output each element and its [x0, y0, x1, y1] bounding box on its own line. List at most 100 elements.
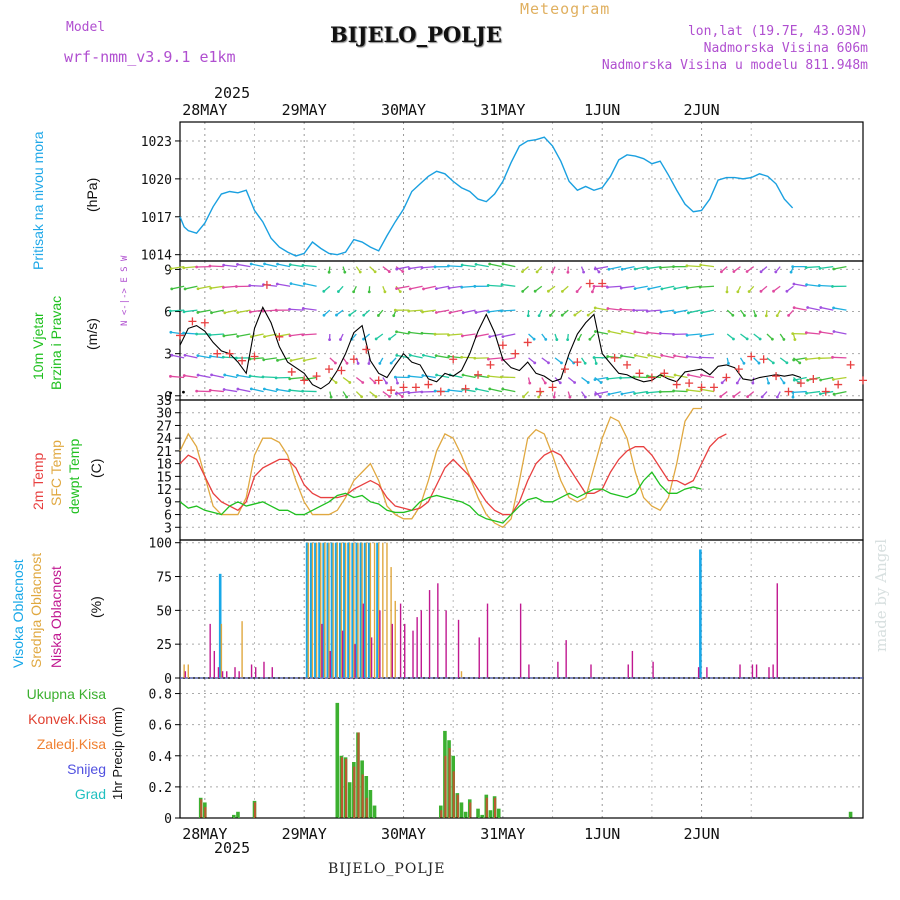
dewpt-line	[179, 471, 702, 524]
y-tick-label: 9	[164, 496, 172, 511]
wind-arrow	[303, 307, 317, 311]
wind-arrow-head	[360, 395, 364, 399]
wind-arrow-head	[819, 306, 823, 309]
wind-arrow-head	[249, 387, 253, 391]
cloud-bar	[528, 664, 530, 678]
wind-arrow	[461, 285, 476, 288]
wind-arrow-head	[447, 354, 451, 358]
cloud-bar	[321, 623, 323, 678]
wind-arrow-head	[501, 262, 505, 266]
wind-arrow-head	[673, 373, 677, 377]
wind-arrow	[608, 390, 622, 395]
wind-arrow-head	[785, 289, 789, 293]
wind-arrow-head	[447, 333, 450, 337]
wind-arrow-head	[673, 354, 676, 358]
y-tick-label: 0.4	[149, 750, 173, 765]
cloud-bar	[344, 542, 347, 678]
wind-arrow-head	[362, 337, 365, 341]
gust-marker	[585, 279, 594, 288]
wind-arrow-head	[560, 361, 563, 365]
wind-arrow-head	[261, 375, 265, 379]
wind-arrow-head	[487, 310, 491, 314]
gust-marker	[523, 338, 532, 347]
temp2m-line	[179, 433, 727, 516]
wind-arrow-head	[460, 355, 464, 359]
wind-arrow	[673, 390, 688, 393]
wind-arrow	[436, 355, 450, 359]
wind-arrow	[820, 306, 834, 311]
wind-arrow-head	[236, 387, 240, 391]
cloud-bar	[363, 542, 367, 678]
gust-marker	[325, 365, 334, 374]
y-tick-label: 6	[164, 509, 172, 524]
wind-arrow	[687, 285, 701, 289]
wind-arrow-head	[396, 381, 399, 385]
wind-arrow-head	[806, 378, 810, 382]
wind-arrow-head	[209, 354, 212, 358]
wind-arrow-head	[329, 395, 333, 399]
cloud-bar	[652, 661, 654, 678]
wind-arrow-head	[535, 270, 539, 274]
cloud-bar	[486, 603, 489, 678]
wind-arrow	[423, 285, 436, 290]
wind-arrow-head	[727, 362, 730, 365]
y-tick-label: 0.8	[149, 688, 172, 703]
wind-arrow-head	[488, 262, 492, 266]
gust-marker	[176, 331, 184, 340]
wind-arrow-head	[831, 378, 835, 381]
wind-arrow-head	[209, 286, 213, 290]
wind-arrow	[502, 333, 516, 338]
wind-arrow	[210, 333, 224, 336]
total-precip-bar	[232, 814, 236, 818]
wind-arrow	[806, 357, 821, 360]
wind-arrow-head	[420, 266, 424, 270]
cloud-bar	[183, 664, 185, 678]
wind-arrow-head	[735, 381, 739, 385]
wind-arrow-head	[719, 395, 723, 398]
wind-arrow-head	[288, 334, 292, 338]
y-tick-label: 0	[164, 812, 172, 827]
cloud-bar	[271, 667, 273, 678]
wind-arrow-head	[288, 377, 292, 381]
gust-marker	[846, 360, 855, 369]
wind-arrow	[251, 263, 264, 268]
wind-arrow-head	[334, 361, 337, 365]
cloud-bar	[226, 671, 228, 678]
wind-arrow-head	[236, 373, 239, 377]
cloud-bar	[209, 623, 211, 678]
wind-arrow	[688, 309, 701, 314]
wind-arrow	[210, 389, 224, 393]
wind-arrow	[820, 376, 834, 381]
wind-arrow	[807, 306, 821, 311]
wind-arrow-head	[782, 338, 786, 341]
gust-marker	[834, 380, 843, 389]
wind-arrow	[289, 308, 304, 311]
cloud-bar	[329, 650, 331, 678]
wind-arrow	[833, 376, 847, 381]
total-precip-bar	[236, 811, 240, 818]
wind-arrow	[409, 265, 423, 270]
cloud-bar	[627, 664, 629, 678]
wind-arrow-head	[720, 270, 723, 274]
cloud-bar	[351, 542, 354, 678]
wind-arrow-head	[223, 373, 227, 377]
wind-arrow-head	[169, 267, 173, 271]
wind-arrow-head	[583, 395, 587, 399]
wind-arrow	[688, 374, 701, 379]
wind-arrow	[170, 309, 185, 312]
gust-marker	[709, 383, 718, 392]
total-precip-bar	[368, 790, 373, 818]
wind-arrow-head	[725, 290, 729, 294]
gust-marker	[647, 373, 656, 382]
wind-arrow	[647, 375, 662, 379]
wind-arrow-head	[673, 287, 677, 290]
cloud-bar	[263, 661, 265, 678]
wind-arrow-head	[374, 395, 378, 398]
wind-arrow	[488, 375, 503, 379]
cloud-bar	[776, 583, 778, 678]
cloud-bar	[307, 542, 310, 678]
wind-arrow	[660, 265, 675, 269]
wind-arrow-head	[392, 314, 396, 318]
wind-arrow-head	[374, 337, 378, 341]
wind-arrow-head	[182, 310, 186, 314]
